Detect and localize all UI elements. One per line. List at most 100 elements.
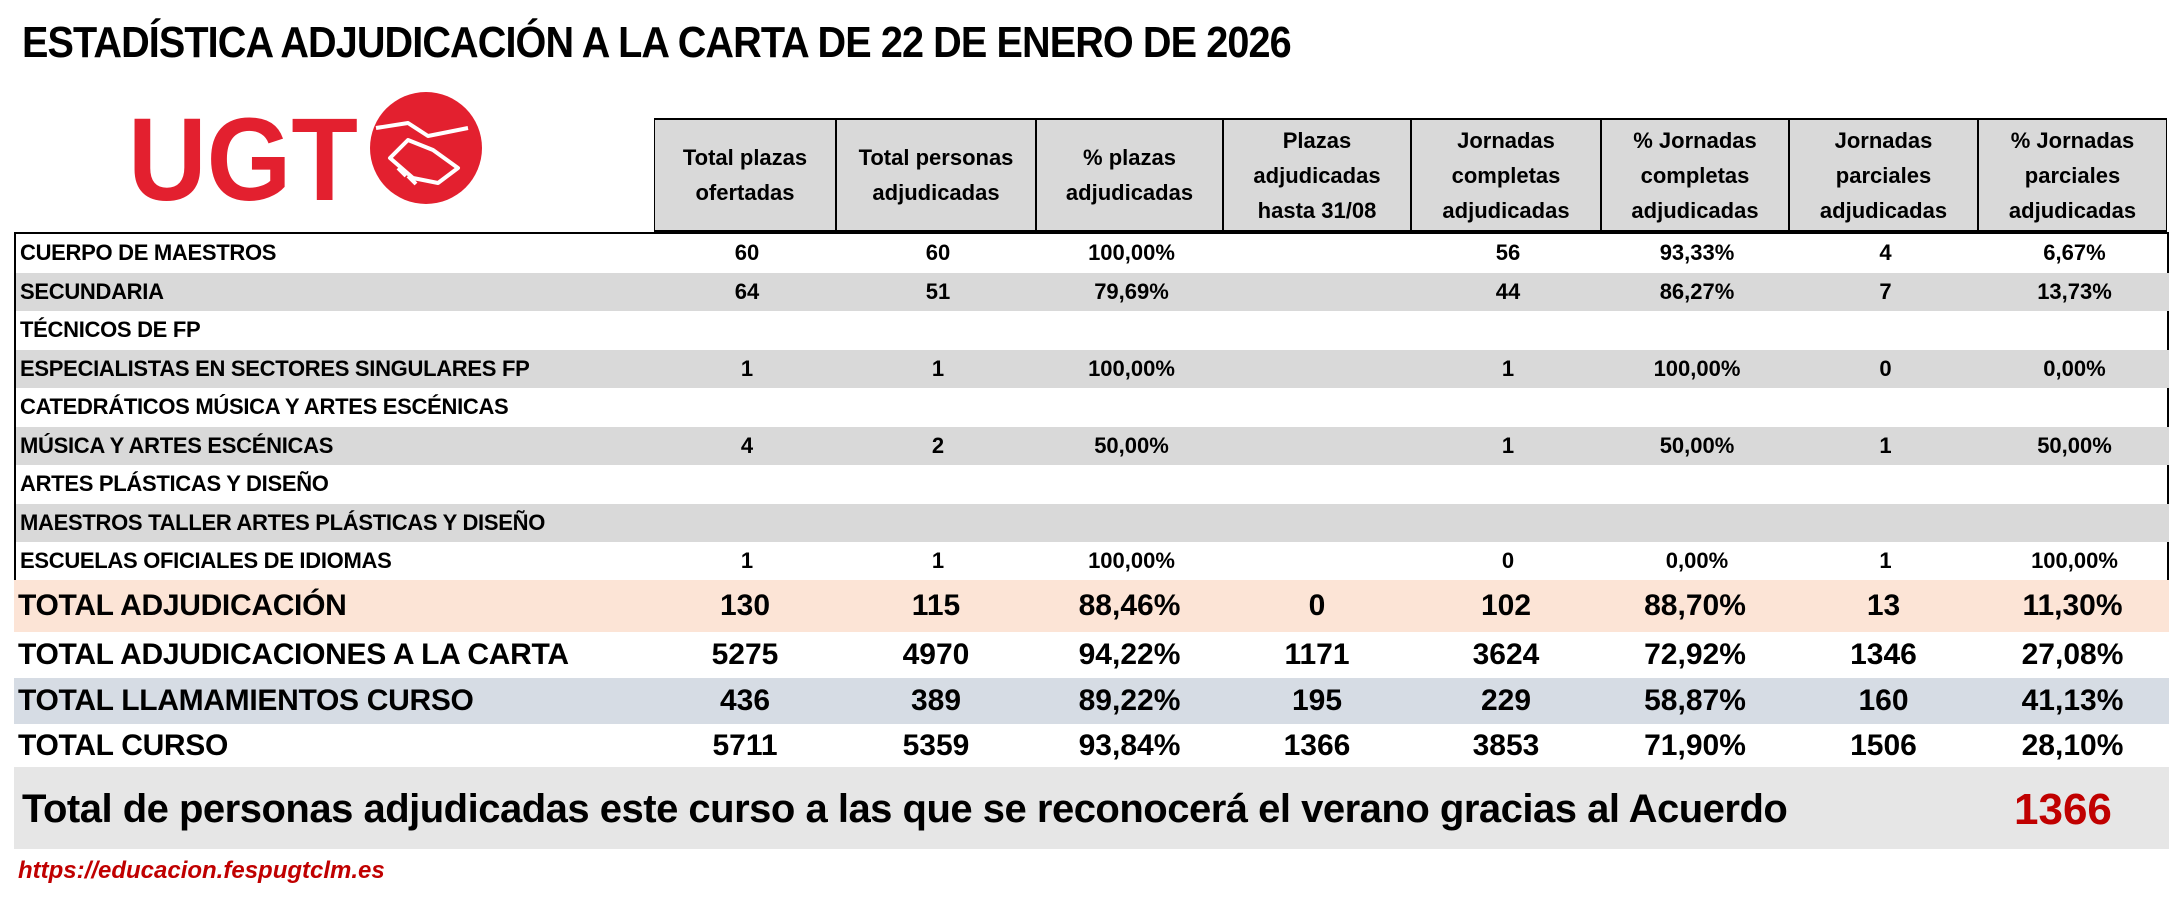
total-value: 3624	[1472, 638, 1540, 671]
row-label: ESCUELAS OFICIALES DE IDIOMAS	[20, 548, 392, 574]
total-value: 389	[910, 684, 962, 717]
row-label: ESPECIALISTAS EN SECTORES SINGULARES FP	[16, 349, 656, 388]
total-row: TOTAL ADJUDICACIÓN 130 115 88,46% 0 102 88,70%…	[14, 580, 2169, 632]
cell-value: 44	[1413, 272, 1603, 311]
summary-band: Total de personas adjudicadas este curso…	[14, 767, 2169, 849]
cell-value	[1980, 388, 2169, 427]
total-value: 3853	[1472, 728, 1540, 762]
cell-value: 1	[740, 548, 754, 574]
row-label: MÚSICA Y ARTES ESCÉNICAS	[16, 426, 656, 465]
cell-value: 0	[1791, 349, 1980, 388]
cell-value	[1791, 503, 1980, 542]
row-label: TÉCNICOS DE FP	[20, 317, 201, 343]
total-value: 5711	[712, 728, 778, 762]
cell-value: 56	[1495, 240, 1521, 266]
cell-value: 7	[1791, 272, 1980, 311]
summary-text: Total de personas adjudicadas este curso…	[22, 787, 1788, 831]
cell-value	[838, 503, 1038, 542]
total-value: 4970	[902, 638, 970, 671]
cell-value	[1413, 503, 1603, 542]
detail-table: CUERPO DE MAESTROS 60 60 100,00% 56 93,33% 4 6,…	[14, 232, 2169, 583]
cell-value: 1	[838, 349, 1038, 388]
column-header: % Jornadas parciales adjudicadas	[1978, 118, 2167, 232]
website-link[interactable]: https://educacion.fespugtclm.es	[18, 857, 385, 884]
cell-value	[1791, 388, 1980, 427]
total-value: 130	[719, 589, 771, 622]
cell-value: 1	[656, 349, 838, 388]
cell-value	[1603, 503, 1791, 542]
cell-value: 51	[838, 272, 1038, 311]
total-row: TOTAL CURSO 5711 5359 93,84% 1366 3853 71,90% 1…	[14, 724, 2169, 767]
total-value: 1346	[1850, 638, 1917, 671]
cell-value	[1980, 503, 2169, 542]
cell-value: 4	[656, 426, 838, 465]
cell-value	[1225, 465, 1413, 504]
cell-value	[1413, 465, 1603, 504]
total-value: 229	[1480, 684, 1532, 717]
cell-value	[1038, 503, 1225, 542]
cell-value: 64	[656, 272, 838, 311]
cell-value: 1	[1413, 426, 1603, 465]
total-value: 58,87%	[1644, 684, 1746, 717]
cell-value	[1413, 311, 1603, 350]
cell-value: 50,00%	[1980, 426, 2169, 465]
cell-value	[1225, 426, 1413, 465]
total-value: 13	[1866, 589, 1901, 622]
column-header: % plazas adjudicadas	[1036, 118, 1223, 232]
column-header: Plazas adjudicadas hasta 31/08	[1223, 118, 1411, 232]
cell-value	[1791, 465, 1980, 504]
cell-value: 60	[734, 240, 760, 266]
cell-value: 100,00%	[1603, 349, 1791, 388]
total-value: 5275	[711, 638, 779, 671]
column-header: Jornadas parciales adjudicadas	[1789, 118, 1978, 232]
cell-value: 4	[1879, 240, 1892, 266]
ugt-logo: UGT	[128, 88, 508, 228]
cell-value: 1	[931, 548, 945, 574]
cell-value	[1225, 234, 1413, 273]
total-value: 1506	[1850, 728, 1917, 762]
cell-value	[1413, 388, 1603, 427]
cell-value	[1225, 503, 1413, 542]
total-label: TOTAL LLAMAMIENTOS CURSO	[18, 684, 474, 717]
cell-value: 50,00%	[1038, 426, 1225, 465]
cell-value	[838, 465, 1038, 504]
column-header: % Jornadas completas adjudicadas	[1601, 118, 1789, 232]
cell-value: 1	[1879, 548, 1892, 574]
total-value: 94,22%	[1078, 638, 1181, 671]
cell-value	[1225, 542, 1413, 581]
total-value: 1171	[1284, 638, 1350, 671]
cell-value: 0,00%	[1980, 349, 2169, 388]
total-label: TOTAL ADJUDICACIÓN	[18, 589, 347, 622]
total-label: TOTAL ADJUDICACIONES A LA CARTA	[18, 638, 569, 671]
cell-value	[1038, 465, 1225, 504]
cell-value: 100,00%	[1088, 240, 1175, 266]
row-label: SECUNDARIA	[16, 272, 656, 311]
cell-value	[1225, 272, 1413, 311]
row-label: CATEDRÁTICOS MÚSICA Y ARTES ESCÉNICAS	[20, 394, 509, 420]
svg-text:UGT: UGT	[128, 94, 358, 226]
cell-value	[1038, 388, 1225, 427]
total-value: 102	[1480, 589, 1532, 622]
cell-value: 50,00%	[1603, 426, 1791, 465]
column-header: Total plazas ofertadas	[654, 118, 836, 232]
cell-value	[1038, 311, 1225, 350]
cell-value: 79,69%	[1038, 272, 1225, 311]
total-value: 72,92%	[1644, 638, 1746, 671]
cell-value	[1980, 465, 2169, 504]
cell-value: 100,00%	[1038, 349, 1225, 388]
total-value: 195	[1291, 684, 1343, 717]
cell-value: 2	[838, 426, 1038, 465]
cell-value	[838, 311, 1038, 350]
total-row: TOTAL ADJUDICACIONES A LA CARTA 5275 4970 9…	[14, 632, 2169, 678]
cell-value: 6,67%	[2043, 240, 2106, 266]
cell-value: 0,00%	[1665, 548, 1729, 574]
cell-value	[1603, 465, 1791, 504]
row-label: CUERPO DE MAESTROS	[20, 240, 277, 266]
total-value: 71,90%	[1644, 728, 1746, 762]
cell-value: 100,00%	[1088, 548, 1175, 574]
column-header: Jornadas completas adjudicadas	[1411, 118, 1601, 232]
cell-value	[1980, 311, 2169, 350]
total-value: 93,84%	[1078, 728, 1181, 762]
cell-value	[656, 503, 838, 542]
cell-value: 60	[925, 240, 951, 266]
